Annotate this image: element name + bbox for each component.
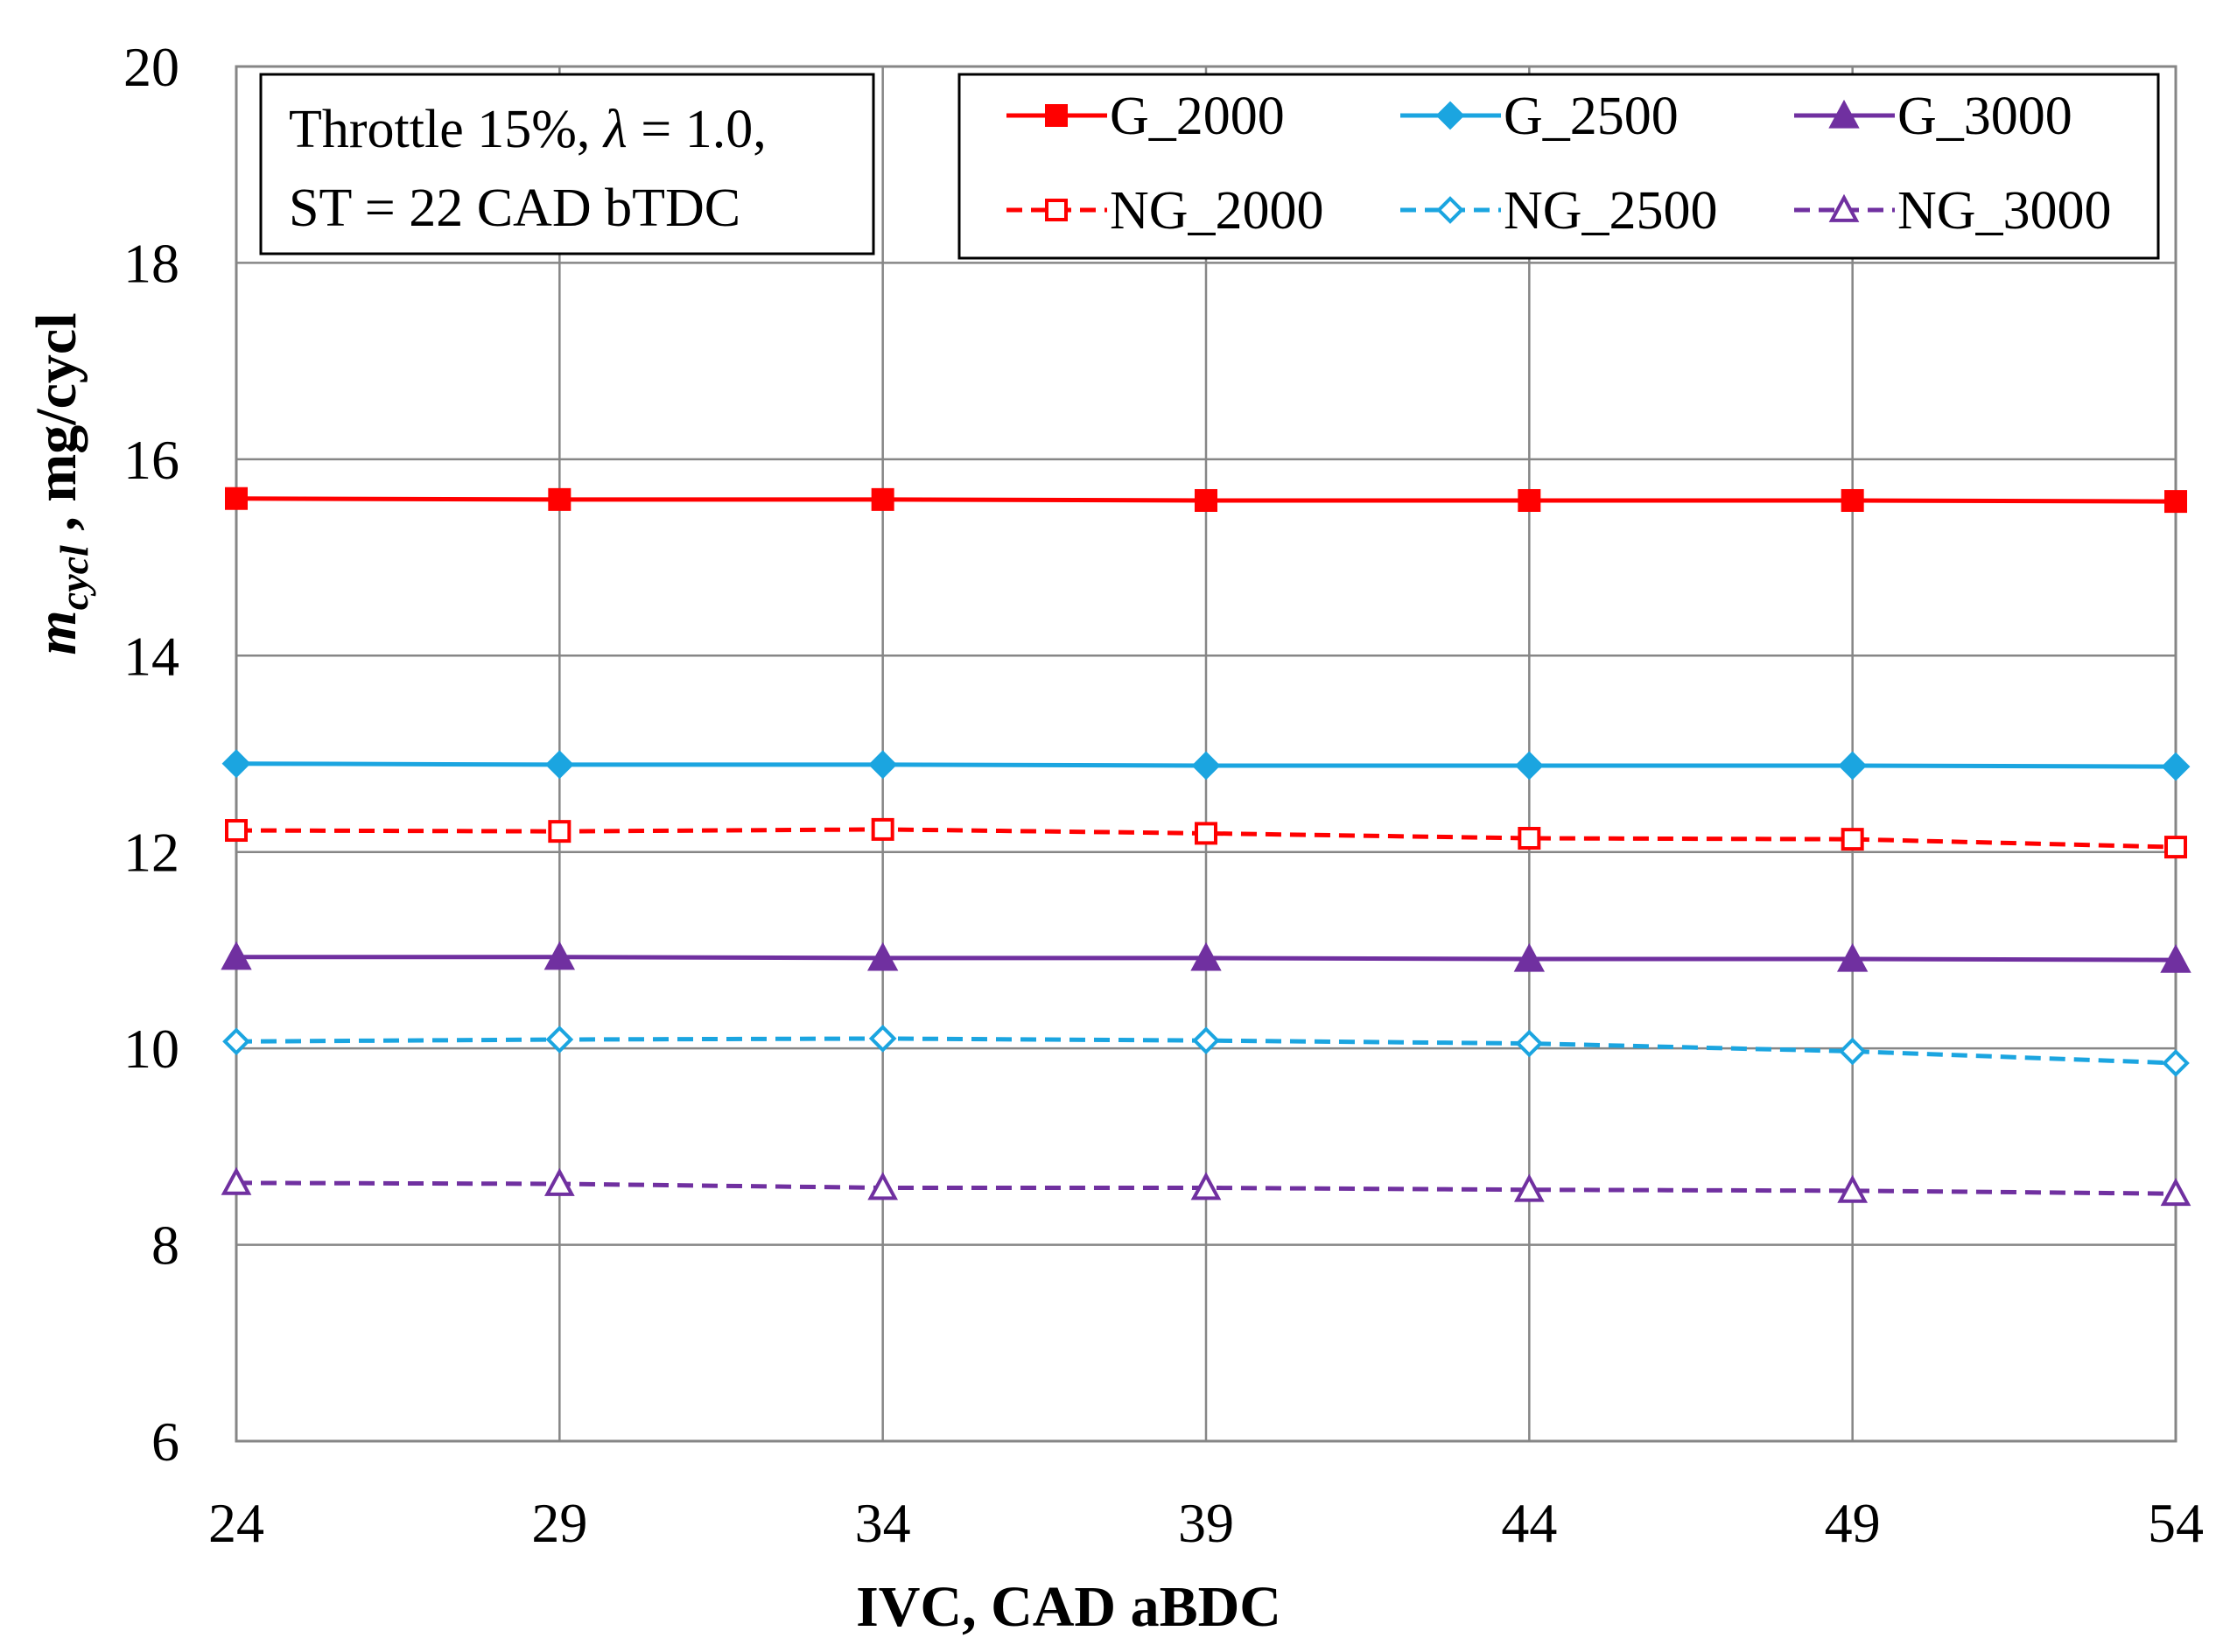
legend-marker	[1436, 196, 1464, 224]
data-point-ng-3000	[543, 1167, 575, 1196]
y-axis-title-rest: , mg/cycl	[25, 312, 88, 545]
x-tick-label: 39	[1178, 1492, 1234, 1554]
data-point-g-2500	[2161, 752, 2191, 781]
series-ng-2000	[225, 817, 2187, 859]
data-point-ng-2000	[225, 819, 248, 843]
x-tick-label: 29	[531, 1492, 587, 1554]
annotation-line-1-prefix: Throttle 15%,	[289, 100, 604, 159]
annotation-line-2: ST = 22 CAD bTDC	[289, 178, 740, 238]
legend-item-g-2000: G_2000	[1006, 87, 1285, 146]
data-point-g-3000	[1836, 942, 1869, 972]
x-tick-label: 24	[208, 1492, 264, 1554]
data-point-ng-2500	[2162, 1049, 2190, 1077]
data-point-ng-2000	[871, 817, 894, 841]
data-point-g-2500	[868, 750, 898, 780]
legend-marker	[1045, 199, 1068, 221]
data-point-g-3000	[1190, 942, 1222, 971]
data-point-g-2000	[225, 486, 248, 510]
y-axis-title-subscript: cycl	[52, 545, 96, 610]
data-point-ng-3000	[1190, 1172, 1222, 1200]
data-point-g-3000	[2160, 944, 2191, 973]
x-tick-label: 44	[1501, 1492, 1557, 1554]
data-point-ng-2000	[548, 820, 572, 844]
data-point-g-2000	[1195, 488, 1217, 512]
legend-label: G_2000	[1110, 87, 1285, 146]
legend-marker	[1828, 193, 1860, 222]
data-point-ng-3000	[2160, 1178, 2191, 1207]
y-tick-label: 14	[123, 625, 179, 687]
legend-marker	[1435, 101, 1465, 130]
y-tick-label: 8	[151, 1214, 179, 1277]
data-point-g-2000	[2164, 490, 2187, 514]
legend-item-g-3000: G_3000	[1794, 87, 2072, 146]
legend-label: G_2500	[1504, 87, 1679, 146]
series-g-2000	[225, 486, 2187, 514]
x-tick-label: 49	[1825, 1492, 1881, 1554]
y-axis-title-main: m	[25, 610, 88, 654]
series-g-2500	[221, 749, 2191, 781]
legend-item-ng-2000: NG_2000	[1006, 181, 1324, 241]
data-point-g-3000	[221, 941, 252, 970]
legend-marker	[1828, 99, 1860, 129]
y-tick-label: 18	[123, 232, 179, 294]
data-point-ng-3000	[1513, 1173, 1545, 1202]
legend-item-ng-2500: NG_2500	[1400, 181, 1718, 241]
data-point-g-2500	[221, 749, 251, 779]
series-ng-3000	[221, 1166, 2191, 1207]
data-point-g-3000	[1513, 942, 1546, 972]
series-layer	[221, 486, 2191, 1207]
data-point-ng-2500	[868, 1025, 897, 1053]
legend-label: NG_3000	[1897, 181, 2112, 241]
annotation-frame	[259, 73, 875, 256]
data-point-ng-3000	[867, 1172, 899, 1200]
data-point-g-2500	[1191, 751, 1221, 780]
data-point-g-2500	[1514, 751, 1544, 780]
series-ng-2500	[222, 1025, 2190, 1077]
annotation-line-1: Throttle 15%, λ = 1.0,	[289, 100, 767, 159]
data-point-g-3000	[543, 941, 576, 970]
y-tick-label: 10	[123, 1018, 179, 1080]
data-point-g-2500	[1838, 751, 1868, 780]
annotation-lambda: λ	[602, 100, 628, 159]
legend-label: NG_2500	[1504, 181, 1718, 241]
data-point-ng-3000	[1837, 1174, 1869, 1203]
data-point-g-2000	[1518, 488, 1541, 512]
legend-label: NG_2000	[1110, 181, 1324, 241]
data-point-ng-2000	[2164, 836, 2187, 859]
y-axis-title: mcycl , mg/cycl	[25, 312, 96, 654]
data-point-g-3000	[866, 942, 899, 971]
legend: G_2000 G_2500 G_3000 NG_2000 NG_2500 NG_3000	[957, 73, 2160, 260]
data-point-ng-2500	[1838, 1037, 1867, 1066]
annotation-line-1-suffix: = 1.0,	[628, 100, 767, 159]
data-point-g-2500	[544, 750, 574, 780]
legend-label: G_3000	[1897, 87, 2072, 146]
data-point-ng-2000	[1518, 827, 1541, 850]
legend-item-g-2500: G_2500	[1400, 87, 1679, 146]
legend-marker	[1045, 104, 1068, 127]
y-tick-label: 16	[123, 429, 179, 491]
data-point-g-2000	[871, 487, 894, 511]
data-point-ng-2000	[1841, 828, 1864, 851]
data-point-ng-2500	[1192, 1026, 1220, 1054]
data-point-g-2000	[548, 487, 572, 511]
legend-frame	[957, 73, 2160, 260]
x-tick-label: 54	[2148, 1492, 2204, 1554]
data-point-ng-2500	[222, 1027, 250, 1056]
data-point-g-2000	[1841, 488, 1864, 512]
legend-item-ng-3000: NG_3000	[1794, 181, 2112, 241]
x-tick-label: 34	[855, 1492, 911, 1554]
data-point-ng-2000	[1195, 822, 1217, 845]
y-tick-label: 12	[123, 822, 179, 884]
y-tick-label: 20	[123, 36, 179, 98]
data-point-ng-2500	[545, 1026, 574, 1054]
data-point-ng-2500	[1515, 1029, 1544, 1058]
x-axis-title: IVC, CAD aBDC	[856, 1575, 1281, 1639]
annotation-box: Throttle 15%, λ = 1.0, ST = 22 CAD bTDC	[259, 73, 875, 256]
axis-ticks: 6 8 10 12 14 16 18 20 24 29 34 39 44 49 54	[123, 36, 2204, 1554]
series-g-3000	[221, 941, 2191, 973]
y-tick-label: 6	[151, 1410, 179, 1473]
data-point-ng-3000	[221, 1166, 252, 1195]
